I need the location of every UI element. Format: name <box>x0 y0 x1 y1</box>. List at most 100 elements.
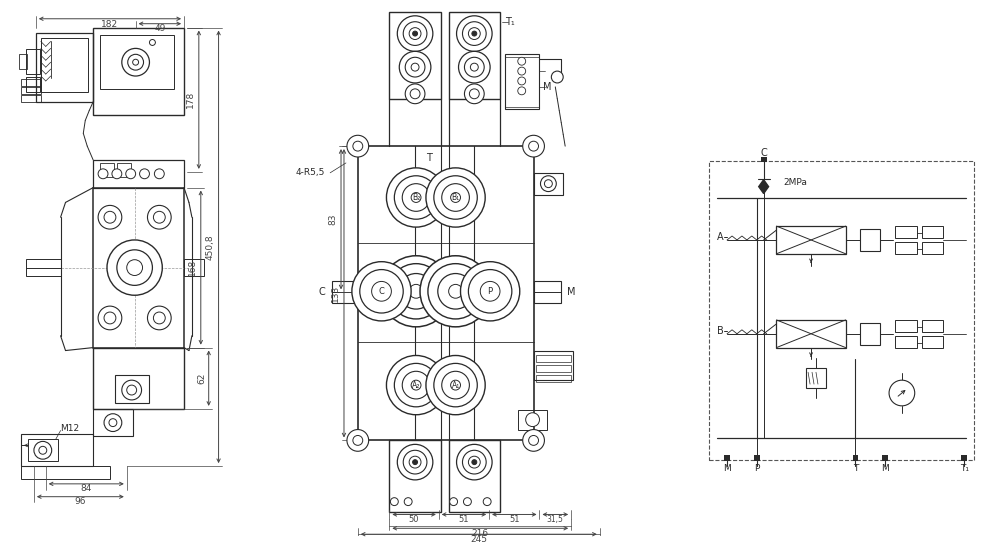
Bar <box>117 163 131 177</box>
Circle shape <box>405 57 425 77</box>
Circle shape <box>397 16 433 52</box>
Bar <box>860 323 880 345</box>
Bar <box>332 281 360 303</box>
Circle shape <box>347 135 369 157</box>
Bar <box>93 188 184 348</box>
Circle shape <box>468 456 480 468</box>
Bar <box>26 49 40 74</box>
Bar <box>534 351 573 380</box>
Bar <box>922 242 943 254</box>
Text: 450,8: 450,8 <box>205 234 214 260</box>
Circle shape <box>399 52 431 83</box>
Circle shape <box>518 87 526 95</box>
Circle shape <box>451 380 461 390</box>
Circle shape <box>405 84 425 104</box>
Circle shape <box>403 450 427 474</box>
Bar <box>895 320 917 332</box>
Circle shape <box>462 22 486 46</box>
Circle shape <box>413 31 418 36</box>
Bar <box>534 173 563 194</box>
Bar <box>41 37 88 92</box>
Bar <box>21 87 41 94</box>
Circle shape <box>409 28 421 40</box>
Bar <box>100 35 174 89</box>
Text: M12: M12 <box>61 424 80 433</box>
Circle shape <box>420 256 491 327</box>
Circle shape <box>112 169 122 179</box>
Bar <box>389 12 441 99</box>
Text: M: M <box>543 82 552 92</box>
Circle shape <box>518 77 526 85</box>
Circle shape <box>426 356 485 415</box>
Bar <box>922 226 943 238</box>
Circle shape <box>381 256 452 327</box>
Circle shape <box>353 435 363 445</box>
Circle shape <box>464 57 484 77</box>
Circle shape <box>409 456 421 468</box>
Bar <box>922 336 943 348</box>
Text: 96: 96 <box>75 497 86 506</box>
Text: P: P <box>754 464 759 472</box>
Text: 62: 62 <box>197 372 206 384</box>
Bar <box>449 440 500 512</box>
Circle shape <box>360 269 403 313</box>
Circle shape <box>147 205 171 229</box>
Circle shape <box>529 435 539 445</box>
Text: T: T <box>853 464 858 472</box>
Circle shape <box>468 28 480 40</box>
Circle shape <box>480 281 500 301</box>
Circle shape <box>122 380 142 400</box>
Circle shape <box>372 281 391 301</box>
Circle shape <box>39 446 47 454</box>
Bar <box>389 440 441 512</box>
Text: 245: 245 <box>470 535 487 543</box>
Bar <box>28 439 58 461</box>
Bar <box>21 95 41 102</box>
Circle shape <box>403 22 427 46</box>
Circle shape <box>459 52 490 83</box>
Circle shape <box>153 312 165 324</box>
Circle shape <box>540 176 556 192</box>
Circle shape <box>462 450 486 474</box>
Circle shape <box>889 380 915 406</box>
Circle shape <box>518 57 526 65</box>
Text: 168: 168 <box>188 259 197 276</box>
Circle shape <box>457 16 492 52</box>
Text: 31,5: 31,5 <box>547 515 564 524</box>
Circle shape <box>434 363 477 407</box>
Bar <box>93 409 133 437</box>
Bar <box>505 54 539 109</box>
Bar <box>776 320 846 348</box>
Circle shape <box>409 285 423 298</box>
Circle shape <box>154 169 164 179</box>
Circle shape <box>551 71 563 83</box>
Circle shape <box>461 262 520 321</box>
Text: 182: 182 <box>101 20 119 29</box>
Text: 84: 84 <box>81 484 92 493</box>
Circle shape <box>140 169 149 179</box>
Bar <box>115 375 149 403</box>
Bar <box>36 33 93 102</box>
Bar <box>100 163 114 177</box>
Text: T₁: T₁ <box>505 17 515 27</box>
Circle shape <box>523 430 544 451</box>
Circle shape <box>413 460 418 465</box>
Text: A₁: A₁ <box>451 381 460 390</box>
Circle shape <box>122 48 149 76</box>
Bar <box>895 242 917 254</box>
Bar <box>806 368 826 388</box>
Bar <box>895 336 917 348</box>
Circle shape <box>107 240 162 295</box>
Circle shape <box>352 262 411 321</box>
Circle shape <box>109 419 117 427</box>
Circle shape <box>426 168 485 227</box>
Bar <box>21 79 41 86</box>
Circle shape <box>483 498 491 506</box>
Bar <box>184 258 204 276</box>
Circle shape <box>438 274 473 309</box>
Circle shape <box>133 59 139 65</box>
Text: M: M <box>881 464 889 472</box>
Circle shape <box>411 193 421 203</box>
Circle shape <box>98 306 122 330</box>
Circle shape <box>411 63 419 71</box>
